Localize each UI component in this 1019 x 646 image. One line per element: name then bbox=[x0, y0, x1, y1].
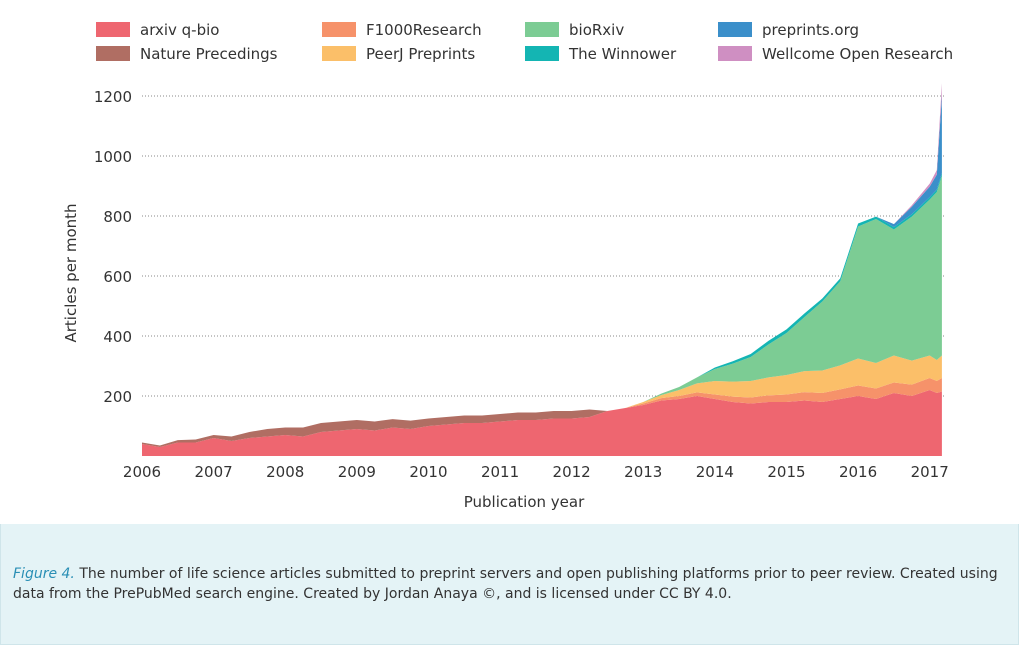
y-axis-ticks: 200 400 600 800 1000 1200 bbox=[94, 88, 132, 406]
y-tick-label: 600 bbox=[103, 268, 132, 286]
legend-swatch-peerj-preprints bbox=[322, 46, 356, 61]
x-tick-label: 2017 bbox=[911, 463, 949, 481]
x-tick-label: 2006 bbox=[123, 463, 161, 481]
legend-label-arxiv-q-bio: arxiv q-bio bbox=[140, 21, 219, 39]
caption-text: The number of life science articles subm… bbox=[13, 566, 998, 602]
x-tick-label: 2008 bbox=[266, 463, 304, 481]
caption-box: Figure 4. The number of life science art… bbox=[0, 524, 1019, 645]
y-axis-label: Articles per month bbox=[62, 203, 80, 342]
legend-swatch-preprints-org bbox=[718, 22, 752, 37]
stacked-area-chart: arxiv q-bio F1000Research bioRxiv preprints… bbox=[62, 21, 953, 511]
x-tick-label: 2011 bbox=[481, 463, 519, 481]
x-tick-label: 2009 bbox=[338, 463, 376, 481]
legend-label-f1000research: F1000Research bbox=[366, 21, 482, 39]
area-arxiv-q-bio bbox=[142, 390, 942, 456]
x-tick-label: 2007 bbox=[195, 463, 233, 481]
x-tick-label: 2010 bbox=[409, 463, 447, 481]
area-nature-precedings bbox=[142, 390, 942, 447]
legend-swatch-f1000research bbox=[322, 22, 356, 37]
y-tick-label: 200 bbox=[103, 388, 132, 406]
x-tick-label: 2016 bbox=[839, 463, 877, 481]
y-tick-label: 1000 bbox=[94, 148, 132, 166]
y-tick-label: 400 bbox=[103, 328, 132, 346]
legend-swatch-biorxiv bbox=[525, 22, 559, 37]
legend-label-wellcome-open-research: Wellcome Open Research bbox=[762, 45, 953, 63]
legend-swatch-wellcome-open-research bbox=[718, 46, 752, 61]
legend-label-peerj-preprints: PeerJ Preprints bbox=[366, 45, 475, 63]
legend-label-nature-precedings: Nature Precedings bbox=[140, 45, 278, 63]
figure-caption: Figure 4. The number of life science art… bbox=[13, 564, 1007, 604]
caption-label: Figure 4. bbox=[13, 566, 75, 582]
x-tick-label: 2012 bbox=[553, 463, 591, 481]
area-biorxiv bbox=[142, 175, 942, 446]
series-areas bbox=[142, 83, 942, 456]
x-tick-label: 2014 bbox=[696, 463, 734, 481]
legend-label-preprints-org: preprints.org bbox=[762, 21, 859, 39]
x-tick-label: 2013 bbox=[624, 463, 662, 481]
x-tick-label: 2015 bbox=[767, 463, 805, 481]
legend-swatch-arxiv-q-bio bbox=[96, 22, 130, 37]
x-axis-ticks: 2006 2007 2008 2009 2010 2011 2012 2013 2014 2015… bbox=[123, 463, 949, 481]
y-tick-label: 1200 bbox=[94, 88, 132, 106]
legend-label-biorxiv: bioRxiv bbox=[569, 21, 624, 39]
y-tick-label: 800 bbox=[103, 208, 132, 226]
legend-swatch-the-winnower bbox=[525, 46, 559, 61]
area-peerj-preprints bbox=[142, 355, 942, 446]
legend-swatch-nature-precedings bbox=[96, 46, 130, 61]
legend-label-the-winnower: The Winnower bbox=[568, 45, 677, 63]
x-axis-label: Publication year bbox=[464, 493, 585, 511]
legend: arxiv q-bio F1000Research bioRxiv preprints… bbox=[96, 21, 953, 63]
